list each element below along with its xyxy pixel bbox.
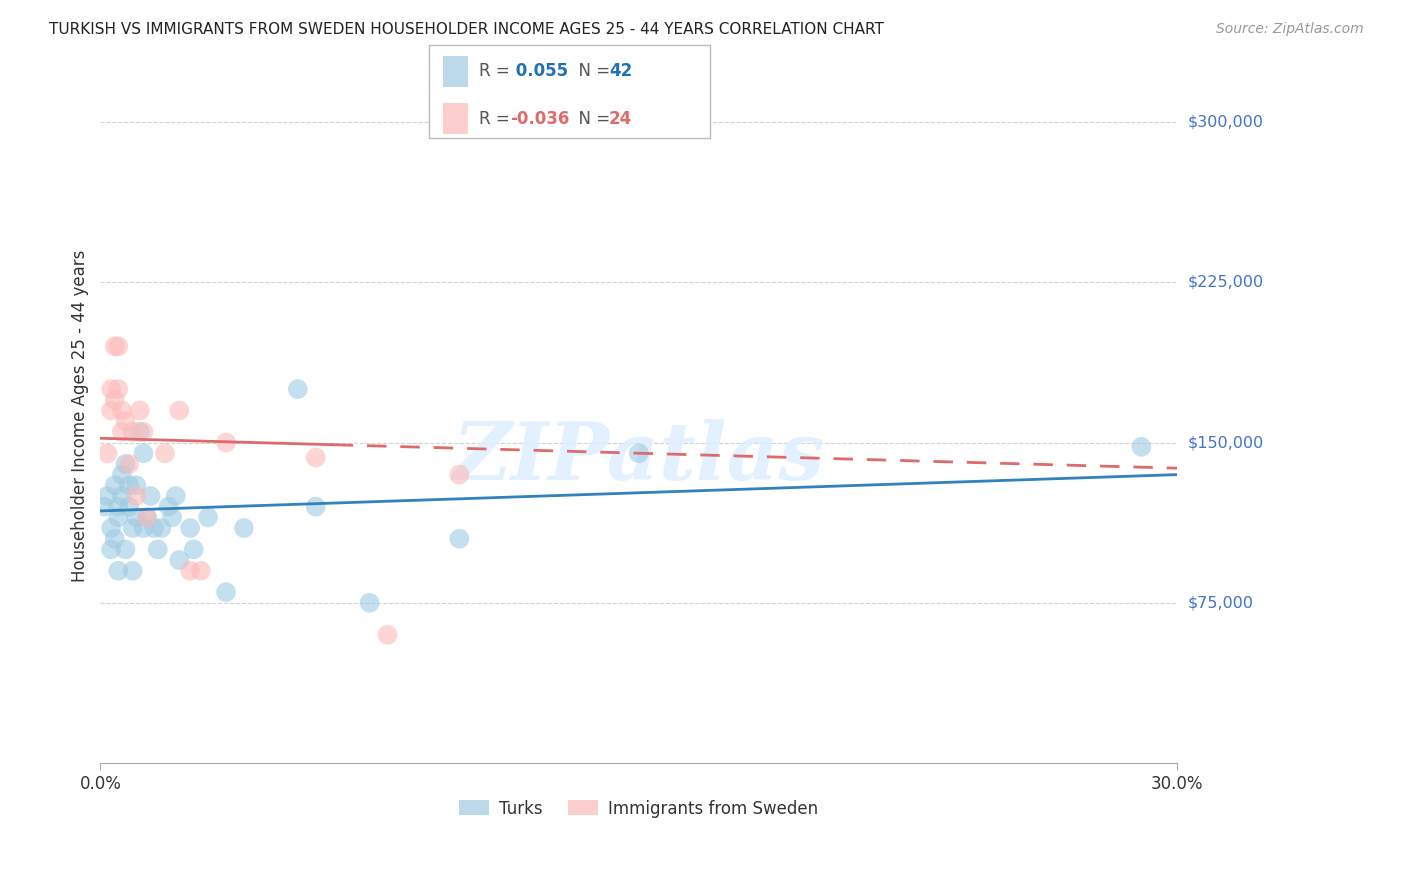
Text: N =: N = [568, 110, 616, 128]
Text: TURKISH VS IMMIGRANTS FROM SWEDEN HOUSEHOLDER INCOME AGES 25 - 44 YEARS CORRELAT: TURKISH VS IMMIGRANTS FROM SWEDEN HOUSEH… [49, 22, 884, 37]
Point [197, 510, 219, 524]
Point [104, 478, 127, 492]
Point [111, 403, 134, 417]
Point [153, 446, 176, 460]
Point [121, 564, 143, 578]
Point [100, 542, 122, 557]
Point [359, 596, 381, 610]
Text: $225,000: $225,000 [1188, 275, 1264, 290]
Point [96, 446, 118, 460]
Point [121, 425, 143, 439]
Point [118, 478, 141, 492]
Point [132, 446, 155, 460]
Point [179, 521, 201, 535]
Text: 0.055: 0.055 [510, 62, 568, 80]
Point [118, 457, 141, 471]
Point [128, 403, 150, 417]
Text: 42: 42 [609, 62, 633, 80]
Point [100, 521, 122, 535]
Point [150, 521, 173, 535]
Point [165, 489, 187, 503]
Text: $75,000: $75,000 [1188, 595, 1254, 610]
Point [107, 500, 129, 514]
Text: $150,000: $150,000 [1188, 435, 1264, 450]
Point [287, 382, 309, 396]
Point [111, 467, 134, 482]
Point [143, 521, 166, 535]
Point [1130, 440, 1153, 454]
Point [128, 425, 150, 439]
Y-axis label: Householder Income Ages 25 - 44 years: Householder Income Ages 25 - 44 years [72, 250, 89, 582]
Point [96, 489, 118, 503]
Point [305, 450, 328, 465]
Point [100, 382, 122, 396]
Point [132, 425, 155, 439]
Point [93, 500, 115, 514]
Point [121, 521, 143, 535]
Point [136, 510, 159, 524]
Point [377, 628, 399, 642]
Point [114, 457, 136, 471]
Point [111, 489, 134, 503]
Text: N =: N = [568, 62, 616, 80]
Text: $300,000: $300,000 [1188, 114, 1264, 129]
Point [160, 510, 183, 524]
Point [169, 553, 191, 567]
Point [107, 564, 129, 578]
Point [157, 500, 180, 514]
Point [190, 564, 212, 578]
Point [111, 425, 134, 439]
Point [104, 339, 127, 353]
Point [132, 521, 155, 535]
Point [627, 446, 650, 460]
Point [146, 542, 169, 557]
Point [104, 392, 127, 407]
Point [100, 403, 122, 417]
Point [305, 500, 328, 514]
Point [125, 478, 148, 492]
Point [449, 467, 471, 482]
Point [139, 489, 162, 503]
Text: -0.036: -0.036 [510, 110, 569, 128]
Point [125, 510, 148, 524]
Point [233, 521, 256, 535]
Point [215, 435, 238, 450]
Point [107, 339, 129, 353]
Point [114, 542, 136, 557]
Point [107, 510, 129, 524]
Point [125, 489, 148, 503]
Point [183, 542, 205, 557]
Text: 24: 24 [609, 110, 633, 128]
Point [118, 500, 141, 514]
Legend: Turks, Immigrants from Sweden: Turks, Immigrants from Sweden [453, 793, 825, 824]
Point [114, 414, 136, 428]
Text: ZIPatlas: ZIPatlas [453, 418, 825, 496]
Text: Source: ZipAtlas.com: Source: ZipAtlas.com [1216, 22, 1364, 37]
Text: R =: R = [479, 62, 516, 80]
Point [449, 532, 471, 546]
Point [136, 510, 159, 524]
Point [179, 564, 201, 578]
Text: R =: R = [479, 110, 516, 128]
Point [215, 585, 238, 599]
Point [107, 382, 129, 396]
Point [169, 403, 191, 417]
Point [104, 532, 127, 546]
